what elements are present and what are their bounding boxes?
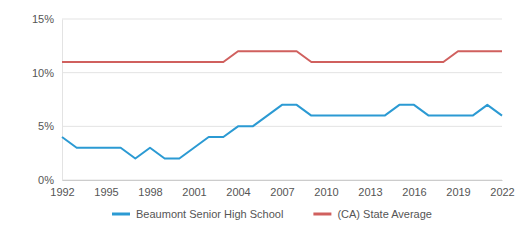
grid-line [62, 72, 502, 73]
chart: 0% 5% 10% 15% 1992 1995 1998 2001 2004 2007 2010 20… [0, 0, 524, 230]
grid-line [62, 126, 502, 127]
legend-item: Beaumont Senior High School [112, 208, 283, 220]
x-tick-label: 1995 [94, 186, 118, 198]
y-axis: 0% 5% 10% 15% [32, 13, 63, 186]
lines [62, 51, 502, 158]
legend-swatch [313, 213, 331, 216]
series-line [62, 105, 502, 159]
x-tick: 2004 [226, 180, 250, 198]
x-tick: 2010 [314, 180, 338, 198]
x-tick-label: 2022 [490, 186, 514, 198]
x-tick: 2013 [358, 180, 382, 198]
x-tick: 2022 [490, 180, 514, 198]
x-tick-label: 1998 [138, 186, 162, 198]
y-axis-line [62, 20, 63, 181]
series-line [62, 51, 502, 62]
y-tick: 5% [38, 120, 62, 132]
x-tick-label: 2013 [358, 186, 382, 198]
x-tick-label: 1992 [50, 186, 74, 198]
y-tick: 15% [32, 13, 62, 25]
x-tick: 2001 [182, 180, 206, 198]
legend-item: (CA) State Average [313, 208, 432, 220]
x-tick: 1998 [138, 180, 162, 198]
y-tick-label: 15% [32, 13, 54, 25]
x-tick-label: 2019 [446, 186, 470, 198]
x-tick-label: 2010 [314, 186, 338, 198]
x-axis-line [63, 180, 503, 181]
plot: 0% 5% 10% 15% 1992 1995 1998 2001 2004 2007 2010 20… [32, 13, 515, 198]
x-tick: 2019 [446, 180, 470, 198]
x-tick-label: 2001 [182, 186, 206, 198]
x-tick-label: 2007 [270, 186, 294, 198]
x-tick: 1992 [50, 180, 74, 198]
legend-label: Beaumont Senior High School [136, 208, 283, 220]
y-tick: 10% [32, 67, 62, 79]
y-tick-label: 5% [38, 120, 54, 132]
x-tick-label: 2004 [226, 186, 250, 198]
x-tick: 1995 [94, 180, 118, 198]
y-tick: 0% [38, 174, 62, 186]
x-tick: 2007 [270, 180, 294, 198]
legend: Beaumont Senior High School (CA) State Av… [112, 208, 432, 220]
legend-label: (CA) State Average [337, 208, 432, 220]
y-tick-label: 10% [32, 67, 54, 79]
x-tick: 2016 [402, 180, 426, 198]
x-tick-label: 2016 [402, 186, 426, 198]
grid-line [62, 180, 502, 181]
grid [62, 19, 502, 180]
grid-line [62, 19, 502, 20]
legend-swatch [112, 213, 130, 216]
y-tick-label: 0% [38, 174, 54, 186]
x-axis: 1992 1995 1998 2001 2004 2007 2010 2013 2016 2019… [50, 180, 514, 198]
